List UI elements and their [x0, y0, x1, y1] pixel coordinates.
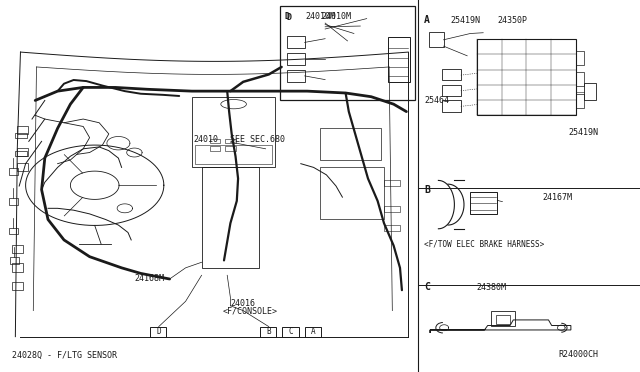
- Bar: [584, 83, 596, 100]
- Bar: [17, 126, 28, 134]
- Text: R24000CH: R24000CH: [558, 350, 598, 359]
- Bar: [491, 311, 515, 326]
- Text: SEE SEC.680: SEE SEC.680: [230, 135, 285, 144]
- Bar: [210, 146, 220, 151]
- Bar: [576, 94, 584, 108]
- Bar: [384, 206, 400, 212]
- Text: 24168M: 24168M: [134, 274, 164, 283]
- Bar: [320, 128, 381, 160]
- Text: D: D: [284, 12, 289, 21]
- Bar: [9, 228, 18, 234]
- Text: A: A: [424, 16, 430, 25]
- Text: <F/TOW ELEC BRAKE HARNESS>: <F/TOW ELEC BRAKE HARNESS>: [424, 239, 545, 248]
- Text: D: D: [287, 13, 292, 22]
- Text: D: D: [156, 327, 161, 336]
- Text: B: B: [424, 186, 430, 195]
- Bar: [15, 151, 27, 156]
- Bar: [442, 85, 461, 96]
- Bar: [429, 32, 444, 46]
- Text: A: A: [311, 327, 316, 336]
- Text: 24028Q - F/LTG SENSOR: 24028Q - F/LTG SENSOR: [12, 351, 116, 360]
- Bar: [576, 72, 584, 86]
- Text: 24010M: 24010M: [306, 12, 336, 20]
- Bar: [12, 245, 23, 253]
- Bar: [150, 327, 166, 337]
- Bar: [202, 167, 259, 268]
- Bar: [12, 263, 23, 272]
- Text: 24010: 24010: [193, 135, 218, 144]
- Bar: [442, 100, 461, 112]
- Text: 25419N: 25419N: [451, 16, 481, 25]
- Bar: [225, 139, 236, 143]
- Bar: [384, 180, 400, 186]
- Bar: [9, 168, 18, 175]
- Bar: [287, 70, 305, 82]
- Bar: [260, 327, 276, 337]
- Bar: [287, 53, 305, 65]
- Bar: [210, 139, 220, 143]
- Text: <F/CONSOLE>: <F/CONSOLE>: [223, 306, 278, 315]
- Bar: [10, 257, 19, 264]
- Text: 24350P: 24350P: [498, 16, 528, 25]
- Bar: [320, 167, 384, 219]
- Bar: [9, 198, 18, 205]
- Text: 24380M: 24380M: [477, 283, 507, 292]
- Bar: [470, 192, 497, 214]
- Bar: [17, 148, 28, 156]
- Text: 24010M: 24010M: [321, 12, 351, 21]
- Bar: [305, 327, 321, 337]
- Bar: [17, 163, 28, 171]
- Text: C: C: [424, 282, 430, 292]
- Text: 24016: 24016: [230, 299, 255, 308]
- Text: 25419N: 25419N: [568, 128, 598, 137]
- Bar: [384, 225, 400, 231]
- Bar: [195, 145, 272, 164]
- Bar: [287, 36, 305, 48]
- Bar: [225, 146, 236, 151]
- Bar: [442, 69, 461, 80]
- Bar: [280, 6, 415, 100]
- Bar: [496, 315, 510, 324]
- Bar: [192, 97, 275, 167]
- Bar: [388, 37, 410, 82]
- Bar: [477, 39, 576, 115]
- Bar: [282, 327, 299, 337]
- Text: B: B: [266, 327, 271, 336]
- Bar: [12, 282, 23, 290]
- Text: C: C: [289, 327, 294, 336]
- Text: 24167M: 24167M: [543, 193, 573, 202]
- Text: 25464: 25464: [424, 96, 449, 105]
- Bar: [15, 133, 27, 138]
- Bar: [576, 51, 584, 65]
